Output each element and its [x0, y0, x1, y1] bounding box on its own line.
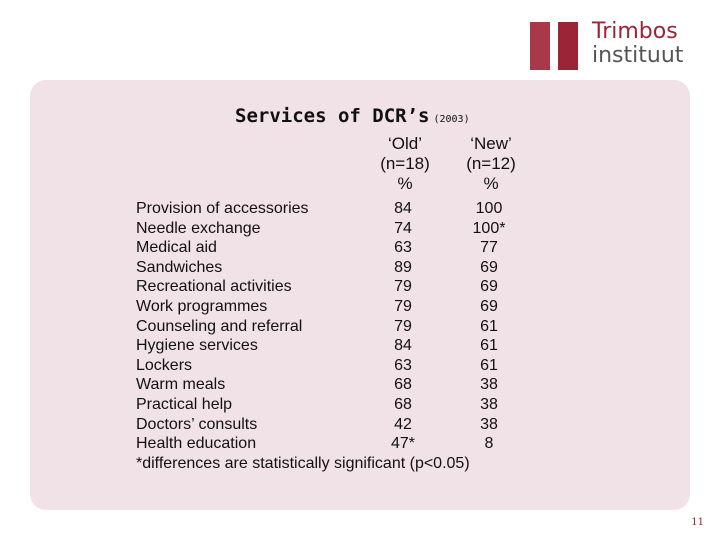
table-row: Counseling and referral 79 61 — [136, 317, 532, 337]
new-value-cell: 61 — [480, 317, 498, 335]
old-value-cell: 63 — [394, 239, 412, 257]
service-name-cell: Practical help — [136, 395, 233, 413]
new-value-cell: 61 — [480, 356, 498, 374]
new-value-cell: 38 — [480, 376, 498, 394]
old-value-cell: 68 — [394, 395, 412, 413]
new-value-cell: 38 — [480, 415, 498, 433]
service-name-cell: Sandwiches — [136, 258, 223, 276]
old-value-cell: 84 — [394, 200, 412, 217]
column-new-label: ‘New’ — [470, 134, 512, 153]
new-value-cell: 100* — [472, 219, 506, 237]
new-value-cell: 77 — [480, 239, 498, 257]
old-value-cell: 63 — [394, 356, 412, 374]
old-value-cell: 89 — [394, 258, 412, 276]
service-name-cell: Warm meals — [136, 376, 226, 394]
new-value-cell: 61 — [480, 337, 498, 355]
logo-text-line1: Trimbos — [592, 19, 678, 44]
table-row: Sandwiches 89 69 — [136, 258, 532, 278]
table-row: Practical help 68 38 — [136, 395, 532, 415]
table-row: Warm meals 68 38 — [136, 375, 532, 395]
old-value-cell: 79 — [394, 278, 412, 296]
table-row: Lockers 63 61 — [136, 356, 532, 376]
content-panel — [30, 80, 690, 510]
table-row: Work programmes 79 69 — [136, 297, 532, 317]
service-name-cell: Recreational activities — [136, 278, 292, 296]
old-value-cell: 47* — [390, 435, 416, 453]
table-row: Needle exchange 74 100* — [136, 219, 532, 239]
old-value-cell: 74 — [394, 219, 412, 237]
table-row: Medical aid 63 77 — [136, 238, 532, 258]
service-name-cell: Needle exchange — [136, 219, 261, 237]
service-name-cell: Doctors’ consults — [136, 415, 258, 433]
column-header-new: ‘New’ (n=12) % — [446, 134, 536, 194]
new-value-cell: 38 — [480, 395, 498, 413]
footnote: *differences are statistically significa… — [136, 455, 470, 472]
column-old-label: ‘Old’ — [387, 134, 422, 153]
service-name-cell: Hygiene services — [136, 337, 258, 355]
old-value-cell: 68 — [394, 376, 412, 394]
service-name-cell: Provision of accessories — [136, 200, 309, 217]
trimbos-logo: Trimbos instituut — [530, 20, 700, 70]
column-new-unit: % — [483, 174, 499, 193]
column-old-n: (n=18) — [380, 154, 430, 173]
new-value-cell: 8 — [484, 435, 494, 453]
service-name-cell: Counseling and referral — [136, 317, 303, 335]
table-row: Doctors’ consults 42 38 — [136, 415, 532, 435]
new-value-cell: 69 — [480, 258, 498, 276]
logo-bar-left — [530, 22, 550, 70]
new-value-cell: 69 — [480, 278, 498, 296]
slide-title-main: Services of DCR’s — [235, 105, 430, 127]
table-row: Health education 47* 8 — [136, 434, 532, 454]
old-value-cell: 42 — [394, 415, 412, 433]
table-row: Provision of accessories 84 100 — [136, 199, 532, 219]
services-table-body: Provision of accessories 84 100 Needle exch… — [136, 199, 532, 454]
old-value-cell: 79 — [394, 297, 412, 315]
page-number: 11 — [691, 517, 704, 528]
table-row: Recreational activities 79 69 — [136, 277, 532, 297]
column-header-old: ‘Old’ (n=18) % — [360, 134, 450, 194]
column-old-unit: % — [397, 174, 413, 193]
new-value-cell: 69 — [480, 297, 498, 315]
new-value-cell: 100 — [475, 200, 503, 217]
logo-bar-right — [558, 22, 578, 70]
slide-title-year: (2003) — [433, 114, 470, 125]
column-new-n: (n=12) — [466, 154, 516, 173]
slide-title: Services of DCR’s (2003) — [235, 105, 470, 127]
old-value-cell: 79 — [394, 317, 412, 335]
old-value-cell: 84 — [394, 337, 412, 355]
service-name-cell: Health education — [136, 435, 257, 453]
logo-text-line2: instituut — [592, 43, 684, 68]
table-row: Hygiene services 84 61 — [136, 336, 532, 356]
services-table: Provision of accessories 84 100 Needle exch… — [136, 199, 532, 454]
service-name-cell: Medical aid — [136, 239, 217, 257]
service-name-cell: Lockers — [136, 356, 193, 374]
service-name-cell: Work programmes — [136, 297, 268, 315]
